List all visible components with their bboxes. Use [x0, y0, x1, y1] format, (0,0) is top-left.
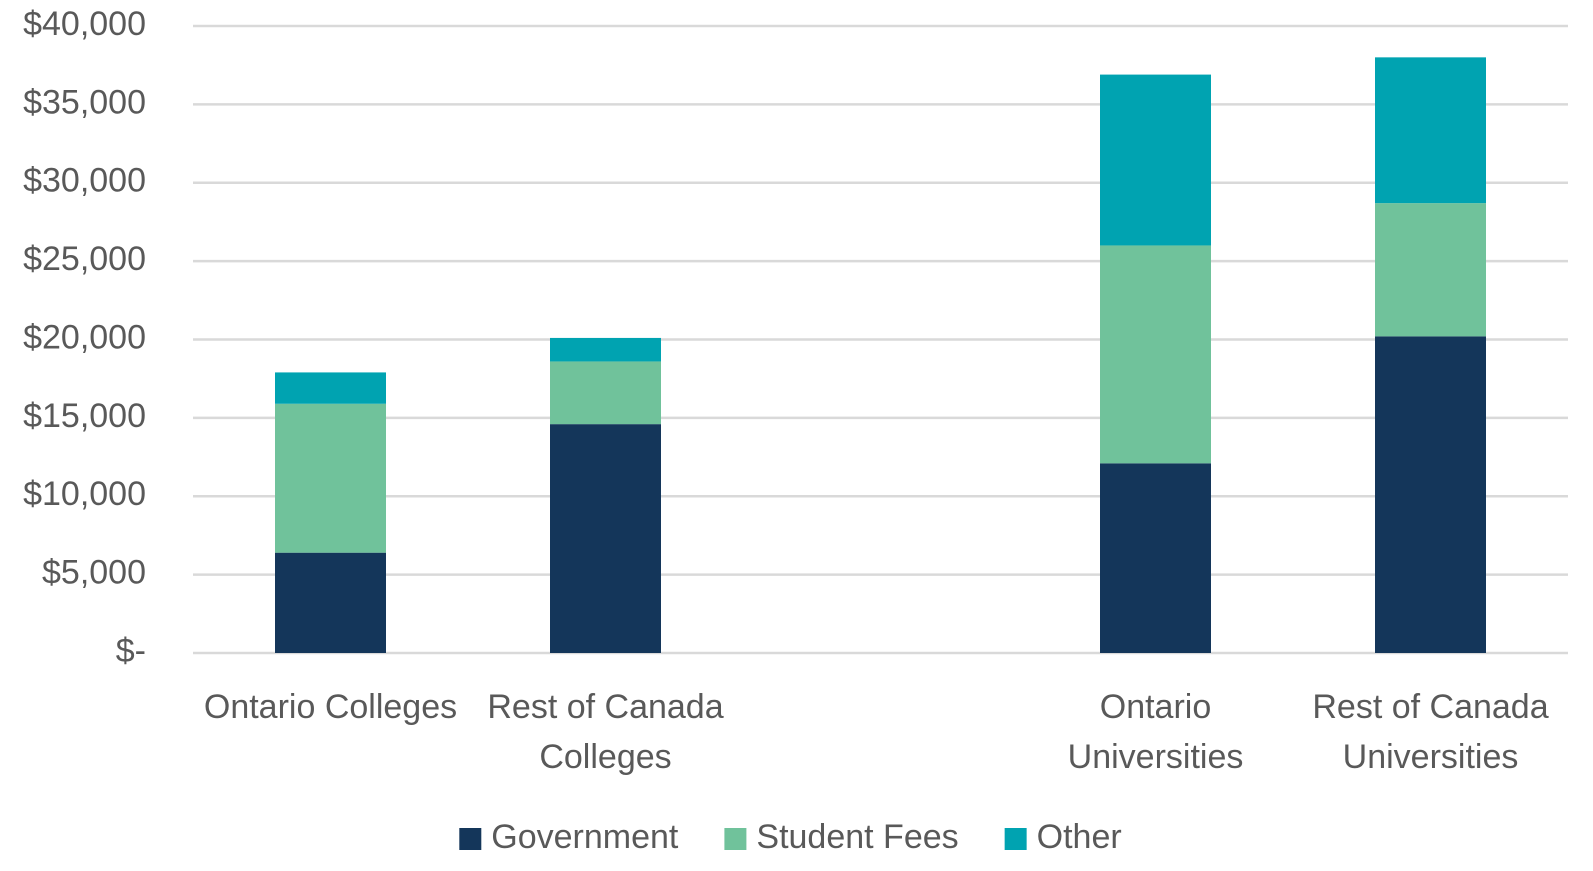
- legend-swatch: [1004, 828, 1027, 850]
- x-tick-label: Rest of Canada Universities: [1312, 688, 1549, 776]
- legend-label: Other: [1037, 818, 1122, 856]
- y-tick-label: $10,000: [23, 475, 146, 513]
- x-tick-label: Rest of Canada Colleges: [487, 688, 724, 776]
- bar-segment: [1375, 336, 1486, 653]
- bar-segment: [275, 372, 386, 404]
- y-tick-label: $15,000: [23, 397, 146, 435]
- bar-segment: [1375, 57, 1486, 204]
- bar-segment: [1375, 203, 1486, 337]
- y-tick-label: $35,000: [23, 83, 146, 121]
- y-tick-label: $25,000: [23, 240, 146, 278]
- bar-segment: [550, 361, 661, 425]
- bar-segment: [275, 552, 386, 653]
- y-tick-label: $30,000: [23, 162, 146, 200]
- legend-label: Student Fees: [756, 818, 958, 856]
- y-tick-label: $20,000: [23, 318, 146, 356]
- legend-swatch: [724, 828, 747, 850]
- y-tick-label: $40,000: [23, 5, 146, 43]
- y-tick-label: $-: [116, 632, 146, 670]
- x-tick-label: Ontario Universities: [1067, 688, 1244, 776]
- bar-segment: [275, 403, 386, 553]
- bar-segment: [550, 337, 661, 362]
- bar-segment: [550, 424, 661, 653]
- bar-segment: [1100, 74, 1211, 246]
- bar-segment: [1100, 463, 1211, 653]
- legend-label: Government: [491, 818, 679, 856]
- legend-swatch: [459, 828, 482, 850]
- y-tick-label: $5,000: [42, 554, 146, 592]
- x-tick-label: Ontario Colleges: [203, 688, 458, 726]
- bar-segment: [1100, 245, 1211, 464]
